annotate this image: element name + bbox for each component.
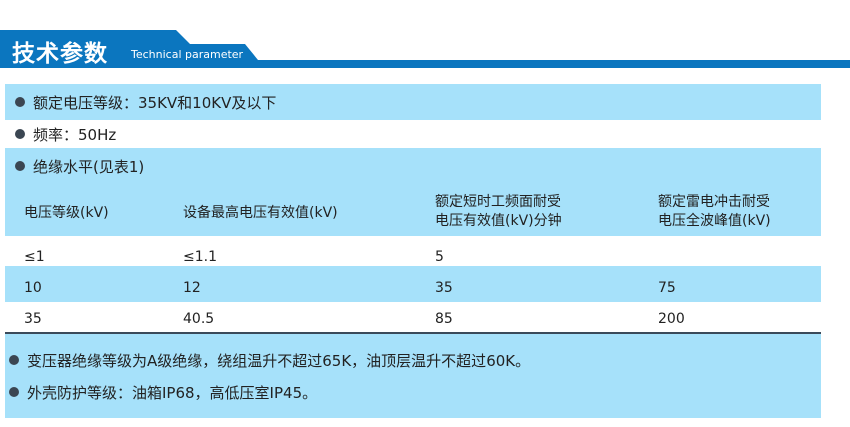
- table-cell: 85: [435, 311, 453, 327]
- header-band: [0, 60, 850, 68]
- table-cell: 75: [658, 280, 676, 296]
- table-row: [5, 266, 821, 302]
- table-cell: 35: [435, 280, 453, 296]
- bullet-icon: [15, 97, 25, 107]
- table-cell: 12: [183, 280, 201, 296]
- table-header: 额定雷电冲击耐受 电压全波峰值(kV): [658, 194, 771, 229]
- table-cell: 35: [24, 311, 42, 327]
- table-header: 额定短时工频面耐受 电压有效值(kV)分钟: [435, 194, 562, 229]
- list-item: 频率：50Hz: [5, 120, 821, 148]
- table-header: 设备最高电压有效值(kV): [183, 205, 338, 221]
- item-text: 额定电压等级：35KV和10KV及以下: [33, 93, 277, 112]
- table-divider: [5, 332, 821, 334]
- table-cell: 10: [24, 280, 42, 296]
- section-subtitle: Technical parameter: [131, 48, 244, 61]
- table-cell: 200: [658, 311, 685, 327]
- table-header: 电压等级(kV): [24, 205, 109, 221]
- list-item: 绝缘水平(见表1): [5, 148, 821, 236]
- table-cell: ≤1.1: [183, 249, 217, 265]
- list-item: 变压器绝缘等级为A级绝缘，绕组温升不超过65K，油顶层温升不超过60K。: [5, 350, 530, 371]
- item-text: 外壳防护等级：油箱IP68，高低压室IP45。: [27, 383, 318, 402]
- item-text: 绝缘水平(见表1): [33, 158, 145, 176]
- section-title: 技术参数: [12, 41, 108, 67]
- notes: 变压器绝缘等级为A级绝缘，绕组温升不超过65K，油顶层温升不超过60K。 外壳防…: [5, 334, 821, 418]
- table-row: [5, 236, 821, 266]
- item-text: 变压器绝缘等级为A级绝缘，绕组温升不超过65K，油顶层温升不超过60K。: [27, 351, 531, 370]
- table-cell: 40.5: [183, 311, 215, 327]
- bullet-icon: [15, 129, 25, 139]
- table-cell: ≤1: [24, 249, 45, 265]
- list-item: 额定电压等级：35KV和10KV及以下: [5, 84, 821, 120]
- bullet-icon: [9, 387, 19, 397]
- bullet-icon: [15, 161, 25, 171]
- list-item: 外壳防护等级：油箱IP68，高低压室IP45。: [5, 382, 317, 403]
- bullet-icon: [9, 355, 19, 365]
- item-text: 频率：50Hz: [33, 125, 117, 144]
- table-cell: 5: [435, 249, 444, 265]
